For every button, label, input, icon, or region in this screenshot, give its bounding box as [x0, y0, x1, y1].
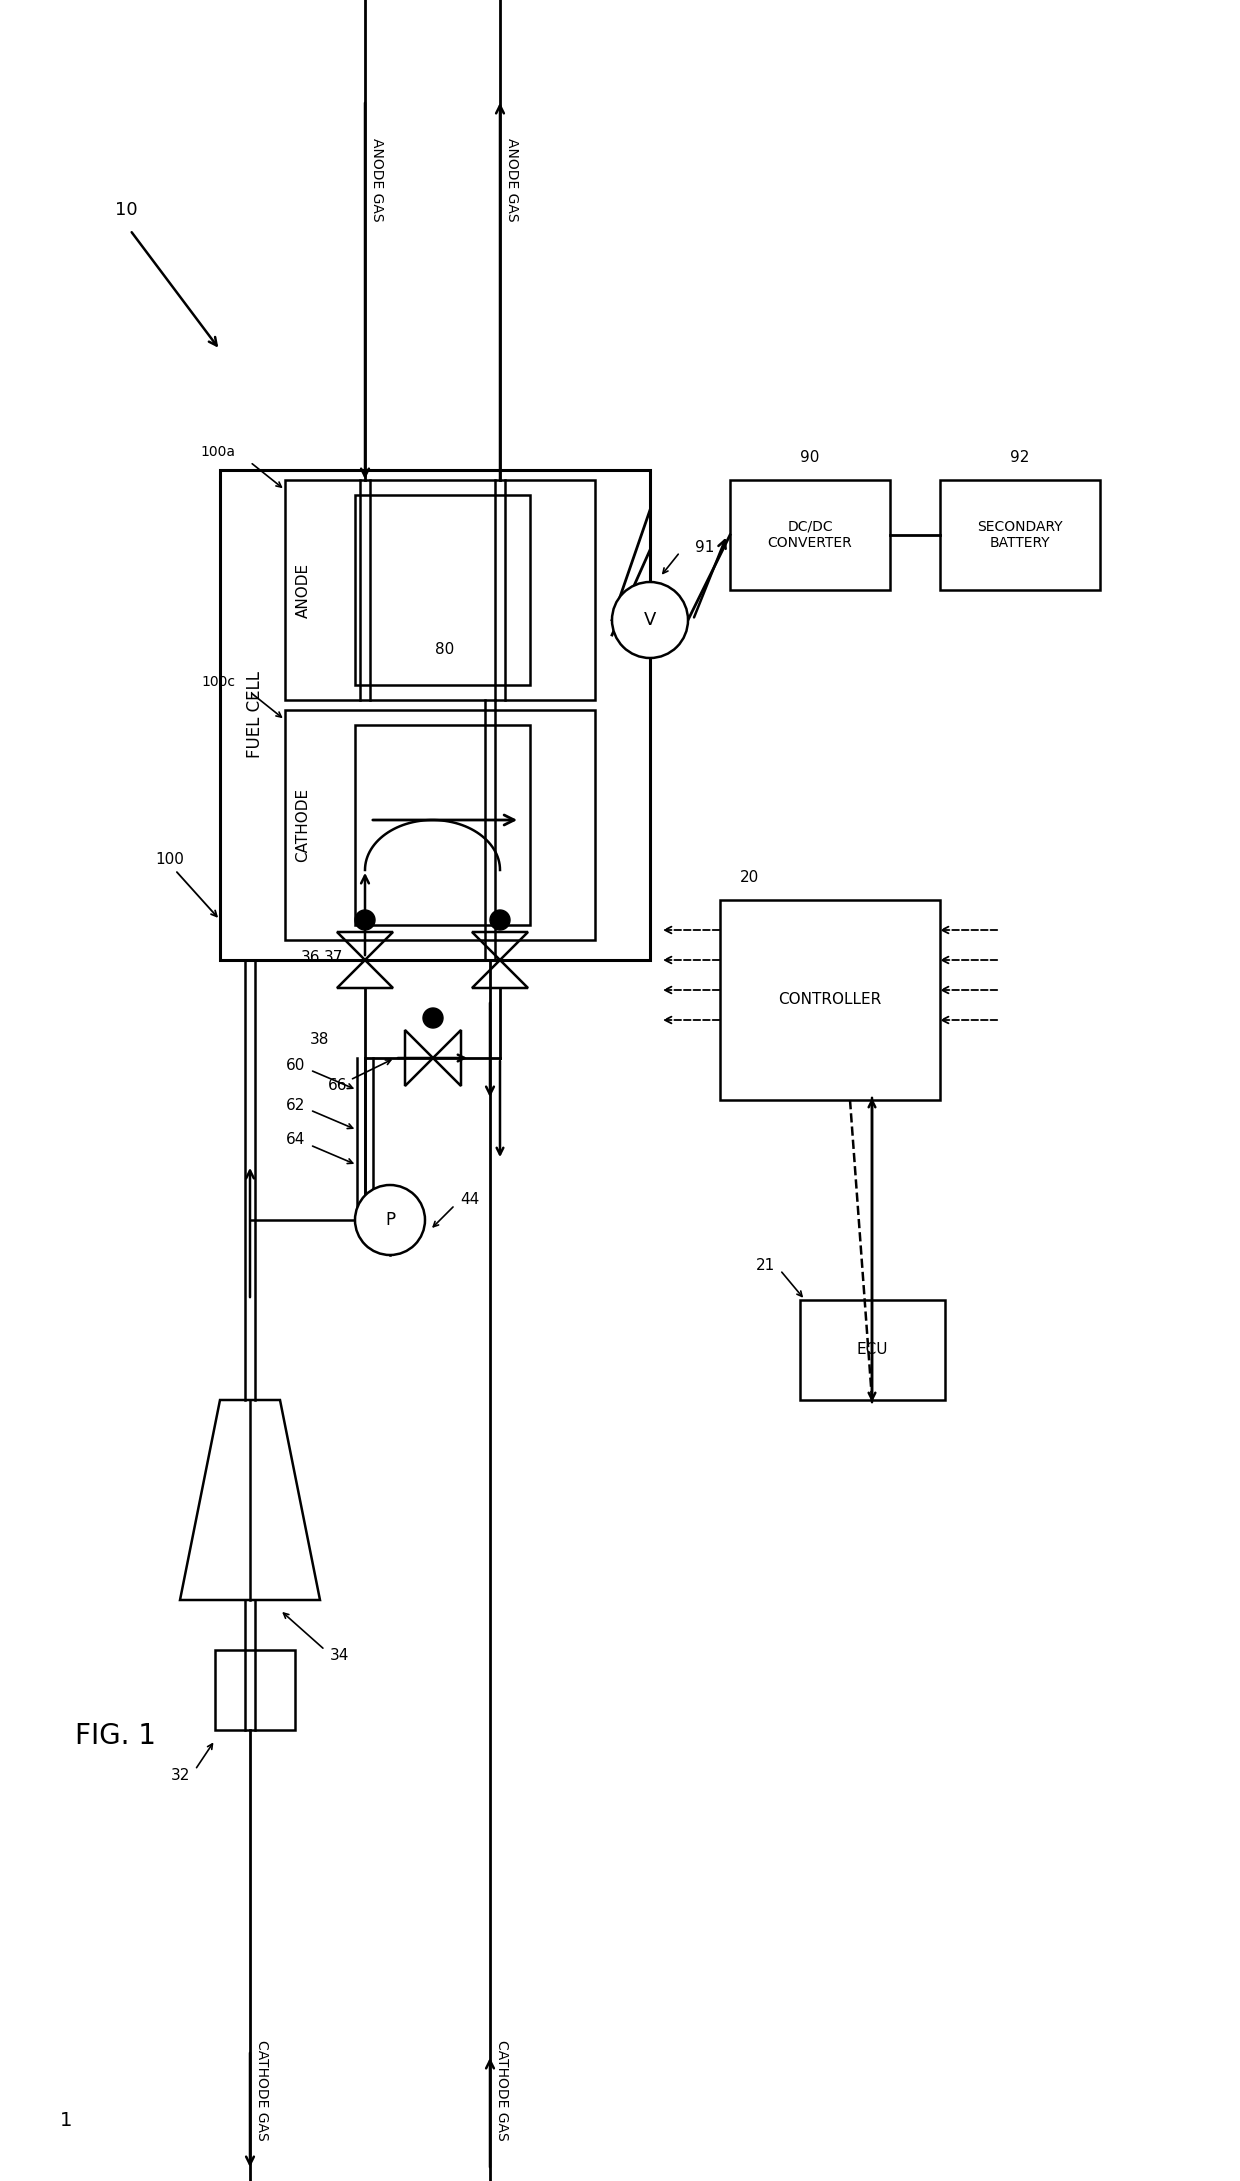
Text: V: V — [644, 611, 656, 628]
Bar — [219, 469, 650, 960]
Bar — [355, 724, 529, 925]
Text: CATHODE: CATHODE — [295, 787, 310, 861]
Text: 34: 34 — [330, 1647, 350, 1662]
Text: FIG. 1: FIG. 1 — [74, 1723, 156, 1749]
Bar — [355, 495, 529, 685]
Circle shape — [355, 1184, 425, 1254]
Text: 60: 60 — [285, 1058, 305, 1073]
Text: 91: 91 — [694, 539, 714, 554]
Text: ECU: ECU — [857, 1343, 888, 1357]
Bar — [720, 901, 940, 1099]
Text: 100c: 100c — [201, 674, 236, 689]
Text: ANODE GAS: ANODE GAS — [370, 137, 384, 222]
Text: P: P — [384, 1210, 396, 1230]
Circle shape — [423, 1008, 443, 1027]
Bar — [215, 1651, 295, 1730]
Text: 37: 37 — [324, 951, 343, 966]
Text: ANODE: ANODE — [295, 563, 310, 617]
Bar — [285, 480, 595, 700]
Text: 1: 1 — [60, 2111, 72, 2131]
Circle shape — [355, 909, 374, 929]
Text: 10: 10 — [115, 201, 138, 218]
Text: 80: 80 — [435, 643, 455, 656]
Text: 44: 44 — [460, 1193, 479, 1208]
Text: 21: 21 — [755, 1258, 775, 1272]
Text: 20: 20 — [740, 870, 759, 885]
Text: 100: 100 — [155, 853, 184, 868]
Bar — [800, 1300, 945, 1400]
Text: 32: 32 — [171, 1767, 190, 1782]
Bar — [730, 480, 890, 591]
Text: 36: 36 — [300, 951, 320, 966]
Text: 92: 92 — [1011, 451, 1029, 465]
Text: 66: 66 — [327, 1077, 347, 1093]
Bar — [285, 711, 595, 940]
Text: DC/DC
CONVERTER: DC/DC CONVERTER — [768, 519, 852, 550]
Bar — [940, 480, 1100, 591]
Text: 90: 90 — [800, 451, 820, 465]
Text: 64: 64 — [285, 1132, 305, 1147]
Text: ANODE GAS: ANODE GAS — [505, 137, 520, 222]
Text: CONTROLLER: CONTROLLER — [779, 992, 882, 1008]
Text: FUEL CELL: FUEL CELL — [246, 672, 264, 759]
Text: 62: 62 — [285, 1097, 305, 1112]
Text: CATHODE GAS: CATHODE GAS — [495, 2039, 508, 2140]
Circle shape — [490, 909, 510, 929]
Text: SECONDARY
BATTERY: SECONDARY BATTERY — [977, 519, 1063, 550]
Text: CATHODE GAS: CATHODE GAS — [255, 2039, 269, 2140]
Text: 38: 38 — [310, 1032, 330, 1047]
Circle shape — [613, 582, 688, 659]
Text: 100a: 100a — [200, 445, 236, 458]
